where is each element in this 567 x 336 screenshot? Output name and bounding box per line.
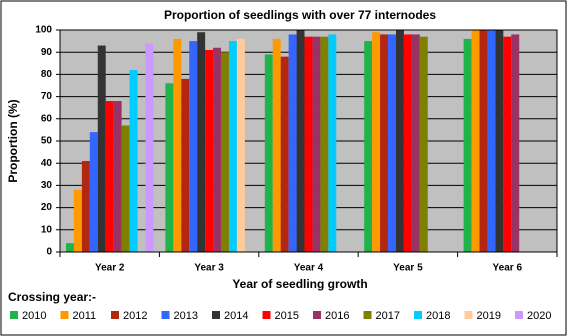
bar [328,34,337,252]
bar [105,101,114,252]
legend-label: 2015 [275,310,299,322]
bar [312,36,321,252]
bar [280,56,289,252]
legend-swatch [515,311,523,319]
bar [388,34,396,252]
y-axis-label: Proportion (%) [6,99,20,182]
bar [73,189,82,252]
legend-swatch [111,311,119,319]
bar [213,47,222,253]
x-tick-label: Year 6 [493,263,523,274]
y-tick-label: 10 [41,224,53,235]
legend-title: Crossing year:- [8,290,96,304]
legend-label: 2013 [174,310,198,322]
bar [320,36,329,252]
bar [189,41,198,252]
y-tick-label: 0 [46,247,52,258]
bar [264,54,273,252]
bar [272,38,281,252]
plot-border [59,29,558,253]
bar [145,43,154,252]
bar [479,30,488,252]
bar [372,32,381,252]
bar [97,45,106,252]
legend-swatch [161,311,170,319]
y-tick-label: 60 [41,113,53,124]
bar [503,36,512,252]
legend-swatch [60,311,69,319]
legend-swatch [414,311,422,319]
x-tick-label: Year 5 [393,263,423,274]
bar [304,36,313,252]
bar [395,30,404,252]
legend-swatch [363,311,372,319]
bar [221,52,229,253]
bar [487,30,496,252]
legend-swatch [10,311,18,319]
bar [380,34,389,252]
bar [89,132,98,252]
bar [113,101,122,252]
y-tick-label: 90 [41,47,53,58]
legend-swatch [262,311,271,319]
legend-label: 2018 [426,310,450,322]
x-axis-label: Year of seedling growth [232,277,367,291]
y-tick-label: 30 [41,180,53,191]
legend-label: 2019 [477,310,501,322]
bar [181,78,190,252]
bar [471,30,480,252]
bar [296,30,305,252]
bar [511,34,520,252]
bar [403,34,412,252]
y-tick-label: 20 [41,202,53,213]
bar [66,243,74,252]
bar [165,83,174,252]
x-tick-label: Year 2 [95,263,125,274]
legend-swatch [313,311,321,319]
y-tick-label: 80 [41,69,53,80]
legend-swatch [464,311,473,319]
bar [495,30,504,252]
bar [288,34,297,252]
legend-label: 2014 [224,310,248,322]
y-tick-label: 40 [41,158,53,169]
legend-swatch [212,311,220,319]
legend-label: 2017 [376,310,400,322]
legend-label: 2010 [22,310,46,322]
bar [364,41,373,252]
y-tick-label: 100 [35,25,52,36]
legend-label: 2016 [325,310,349,322]
bar [463,38,472,252]
bar [81,160,90,252]
x-tick-label: Year 3 [194,263,224,274]
bar [411,34,420,252]
bar [129,69,138,253]
bar [419,36,428,252]
legend-label: 2012 [123,310,147,322]
legend-label: 2020 [527,310,551,322]
x-tick-label: Year 4 [294,263,324,274]
y-tick-label: 50 [41,136,53,147]
bar [121,125,130,252]
bar [236,38,245,252]
chart-title: Proportion of seedlings with over 77 int… [164,8,436,22]
y-tick-label: 70 [41,91,53,102]
bar [173,38,182,252]
bar [205,49,214,253]
bar [197,32,206,252]
bar [228,41,237,252]
legend-label: 2011 [73,310,97,322]
